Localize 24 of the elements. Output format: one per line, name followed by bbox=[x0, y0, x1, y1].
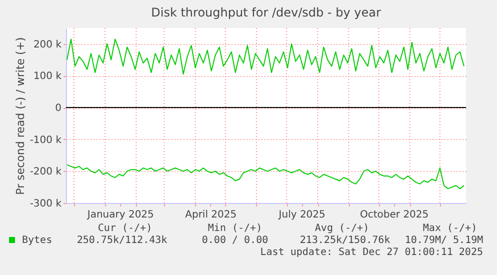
text: Avg (-/+) bbox=[314, 223, 370, 234]
line-series bbox=[66, 164, 464, 190]
text: 250.75k/112.43k bbox=[76, 235, 168, 246]
x-tick-label: April 2025 bbox=[185, 210, 237, 220]
text: 10.79M/ 5.19M bbox=[404, 235, 484, 246]
text: Min (-/+) bbox=[208, 223, 262, 234]
y-tick-label: -100 k bbox=[30, 134, 62, 146]
x-tick-label: January 2025 bbox=[86, 210, 154, 220]
x-tick-label: October 2025 bbox=[360, 210, 429, 220]
text: Cur (-/+) bbox=[98, 223, 152, 234]
y-tick-label: -200 k bbox=[30, 166, 62, 178]
y-axis-title: Pr second read (-) / write (+) bbox=[14, 37, 27, 195]
chart-title: Disk throughput for /dev/sdb - by year bbox=[151, 6, 381, 20]
y-tick-label: 200 k bbox=[33, 39, 62, 50]
x-tick-label: July 2025 bbox=[278, 210, 326, 220]
y-tick-label: 0 bbox=[55, 103, 62, 114]
text: 213.25k/150.76k bbox=[300, 235, 390, 246]
y-tick-label: 100 k bbox=[33, 71, 62, 82]
y-tick-label: -300 k bbox=[30, 198, 62, 210]
legend-label: Bytes bbox=[22, 235, 52, 246]
text: Last update: Sat Dec 27 01:00:11 2025 bbox=[260, 247, 483, 258]
text: 0.00 / 0.00 bbox=[202, 235, 268, 246]
text: Max (-/+) bbox=[422, 223, 478, 234]
line-series bbox=[66, 38, 464, 75]
